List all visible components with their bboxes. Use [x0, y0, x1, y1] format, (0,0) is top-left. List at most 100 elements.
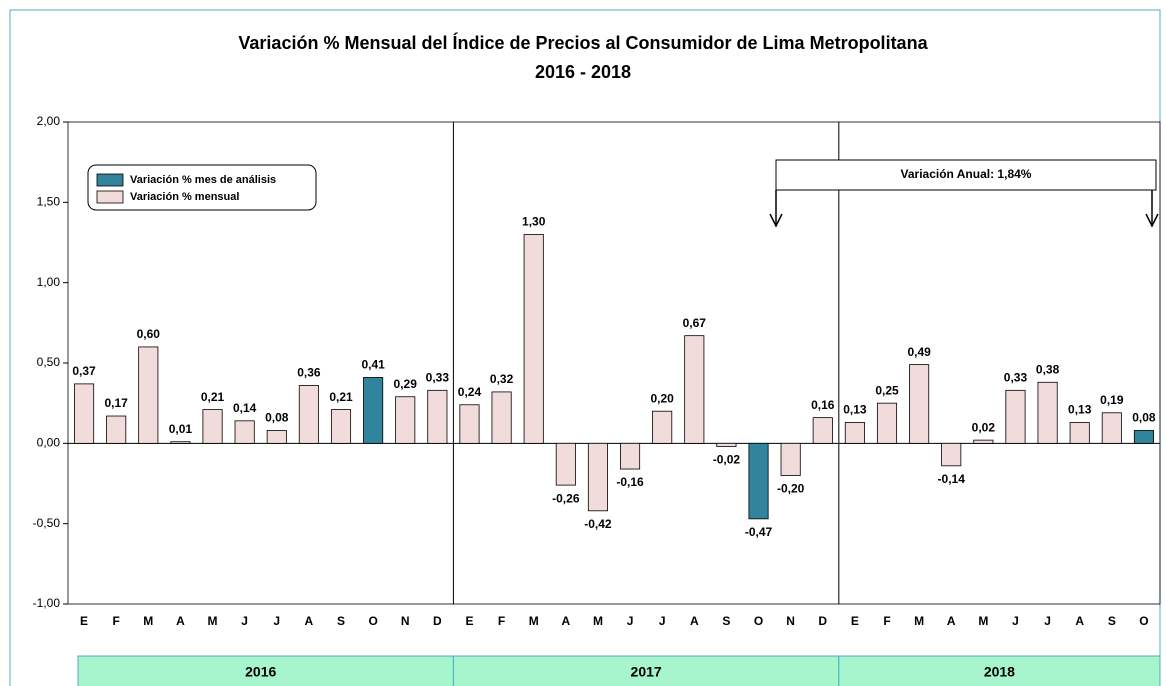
x-tick-label: A — [947, 614, 956, 628]
bar — [716, 442, 737, 447]
x-tick-label: F — [113, 614, 120, 628]
x-tick-label: M — [143, 614, 153, 628]
bar — [684, 335, 705, 444]
frame — [9, 9, 1161, 686]
bar — [1101, 412, 1122, 444]
bar — [170, 441, 191, 444]
value-label: 0,49 — [907, 345, 931, 359]
x-tick-label: M — [529, 614, 539, 628]
bar — [234, 420, 255, 444]
y-tick-label: -1,00 — [33, 596, 61, 610]
value-label: 0,37 — [72, 364, 96, 378]
x-tick-label: J — [627, 614, 634, 628]
year-label: 2016 — [245, 664, 276, 680]
value-label: 0,08 — [265, 411, 289, 425]
value-label: 0,21 — [329, 390, 353, 404]
x-tick-label: J — [1044, 614, 1051, 628]
x-tick-label: D — [433, 614, 442, 628]
bar — [587, 442, 608, 512]
value-label: 0,33 — [426, 370, 450, 384]
x-tick-label: J — [273, 614, 280, 628]
year-box — [452, 655, 840, 686]
legend-swatch — [96, 173, 124, 187]
bar — [555, 442, 576, 486]
bar — [74, 383, 95, 444]
value-label: 0,16 — [811, 398, 835, 412]
value-label: 0,38 — [1036, 362, 1060, 376]
bar — [298, 385, 319, 444]
bar — [909, 364, 930, 444]
year-label: 2018 — [984, 664, 1015, 680]
y-tick-label: 0,00 — [37, 436, 61, 450]
value-label: 0,33 — [1004, 370, 1028, 384]
x-tick-label: O — [754, 614, 763, 628]
x-tick-label: S — [722, 614, 730, 628]
bar — [941, 442, 962, 467]
y-tick-label: 1,00 — [37, 275, 61, 289]
legend-label: Variación % mes de análisis — [130, 174, 276, 186]
value-label: 0,60 — [137, 327, 161, 341]
x-tick-label: N — [786, 614, 795, 628]
x-tick-label: D — [818, 614, 827, 628]
chart-title: Variación % Mensual del Índice de Precio… — [238, 32, 928, 53]
y-tick-label: 2,00 — [37, 114, 61, 128]
x-tick-label: A — [305, 614, 314, 628]
y-tick-label: 0,50 — [37, 355, 61, 369]
x-tick-label: F — [498, 614, 505, 628]
bar — [266, 430, 287, 444]
bar — [780, 442, 801, 476]
x-tick-label: M — [593, 614, 603, 628]
bar — [459, 404, 480, 444]
bar — [973, 439, 994, 444]
value-label: 0,29 — [394, 377, 418, 391]
value-label: 0,13 — [1068, 403, 1092, 417]
value-label: 0,24 — [458, 385, 482, 399]
bar — [844, 422, 865, 444]
chart-subtitle: 2016 - 2018 — [535, 62, 631, 82]
value-label: 0,36 — [297, 366, 321, 380]
bar — [363, 377, 384, 444]
bar — [395, 396, 416, 444]
value-label: 0,25 — [875, 383, 899, 397]
x-tick-label: A — [176, 614, 185, 628]
x-tick-label: M — [208, 614, 218, 628]
value-label: 0,08 — [1132, 411, 1156, 425]
annotation-box — [775, 159, 1157, 191]
legend-box — [87, 164, 317, 211]
year-box — [838, 655, 1161, 686]
value-label: -0,42 — [584, 517, 612, 531]
arrow-head — [1145, 213, 1159, 228]
bar — [1069, 422, 1090, 444]
legend-swatch — [96, 190, 124, 204]
x-tick-label: O — [1139, 614, 1148, 628]
bar — [427, 389, 448, 444]
x-tick-label: A — [1075, 614, 1084, 628]
bar — [1037, 381, 1058, 444]
x-tick-label: J — [241, 614, 248, 628]
legend-label: Variación % mensual — [130, 191, 239, 203]
bar — [202, 409, 223, 444]
x-tick-label: J — [1012, 614, 1019, 628]
arrow-head — [769, 213, 783, 228]
value-label: 0,17 — [104, 396, 128, 410]
value-label: -0,26 — [552, 491, 580, 505]
value-label: 0,67 — [683, 316, 707, 330]
x-tick-label: F — [883, 614, 890, 628]
x-tick-label: A — [561, 614, 570, 628]
y-tick-label: 1,50 — [37, 195, 61, 209]
value-label: 0,19 — [1100, 393, 1124, 407]
x-tick-label: M — [978, 614, 988, 628]
bar — [876, 402, 898, 444]
x-tick-label: M — [914, 614, 924, 628]
x-tick-label: E — [80, 614, 88, 628]
value-label: 0,01 — [169, 422, 193, 436]
bar — [523, 234, 544, 444]
x-tick-label: E — [465, 614, 473, 628]
x-tick-label: S — [1108, 614, 1116, 628]
value-label: -0,20 — [777, 482, 805, 496]
value-label: 1,30 — [522, 215, 546, 229]
x-tick-label: E — [851, 614, 859, 628]
value-label: 0,13 — [843, 403, 867, 417]
bar — [652, 410, 673, 444]
